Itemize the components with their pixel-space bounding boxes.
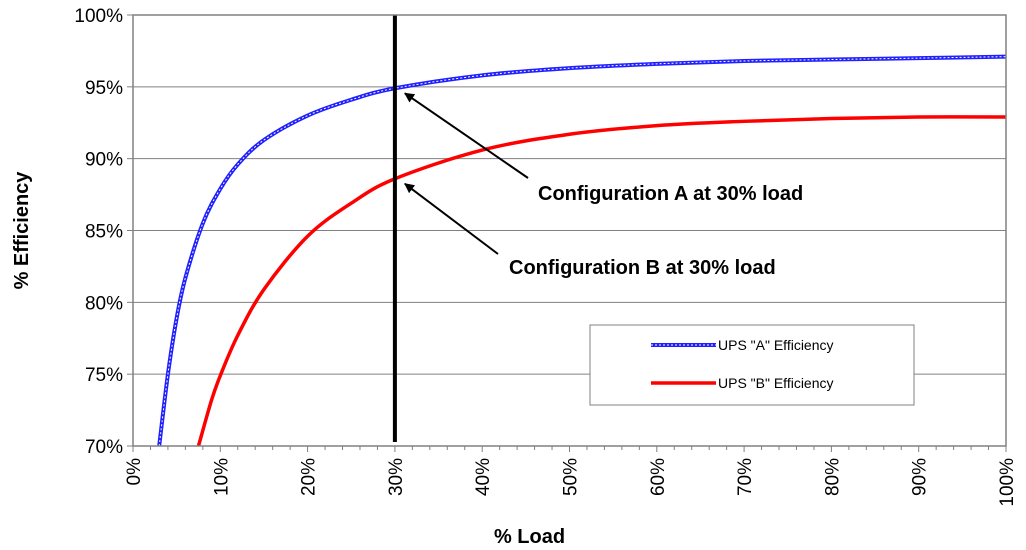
legend-label-ups-b: UPS "B" Efficiency (718, 375, 834, 391)
x-tick-label: 60% (648, 458, 669, 496)
x-tick-label: 0% (124, 458, 145, 486)
series-layer (157, 54, 1007, 447)
x-tick-label: 40% (473, 458, 494, 496)
x-tick-labels: 0% 10% 20% 30% 40% 50% 60% 70% 80% 90% 100% (124, 458, 1018, 507)
x-tick-label: 80% (822, 458, 843, 496)
legend-box (589, 324, 915, 406)
x-tick-label: 10% (211, 458, 232, 496)
y-tick-label: 75% (85, 365, 123, 386)
x-tick-label: 100% (997, 458, 1018, 507)
y-axis-title: % Efficiency (11, 171, 33, 290)
legend-label-ups-a: UPS "A" Efficiency (718, 337, 834, 353)
x-tick-label: 50% (561, 458, 582, 496)
annotation-label: Configuration A at 30% load (538, 183, 803, 205)
x-tick-label: 70% (735, 458, 756, 496)
x-tick-label: 90% (910, 458, 931, 496)
y-tick-label: 100% (74, 6, 123, 27)
legend: UPS "A" Efficiency UPS "B" Efficiency (589, 324, 915, 406)
annotation-arrow (404, 182, 499, 255)
x-axis-title: % Load (494, 526, 565, 548)
y-tick-label: 80% (85, 293, 123, 314)
series-ups-a-line-dots (158, 56, 1007, 447)
y-tick-label: 70% (85, 437, 123, 458)
x-tick-label: 30% (386, 458, 407, 496)
x-tick-label: 20% (299, 458, 320, 496)
y-tick-label: 90% (85, 150, 123, 171)
annotations: Configuration A at 30% load Configuration… (404, 92, 803, 279)
y-tick-labels: 70% 75% 80% 85% 90% 95% 100% (74, 6, 123, 458)
y-tick-label: 85% (85, 222, 123, 243)
annotation-label: Configuration B at 30% load (509, 257, 776, 279)
series-ups-b-line (196, 115, 1007, 447)
y-tick-label: 95% (85, 78, 123, 99)
plot-border (132, 14, 1007, 447)
annotation-arrow (404, 92, 529, 179)
